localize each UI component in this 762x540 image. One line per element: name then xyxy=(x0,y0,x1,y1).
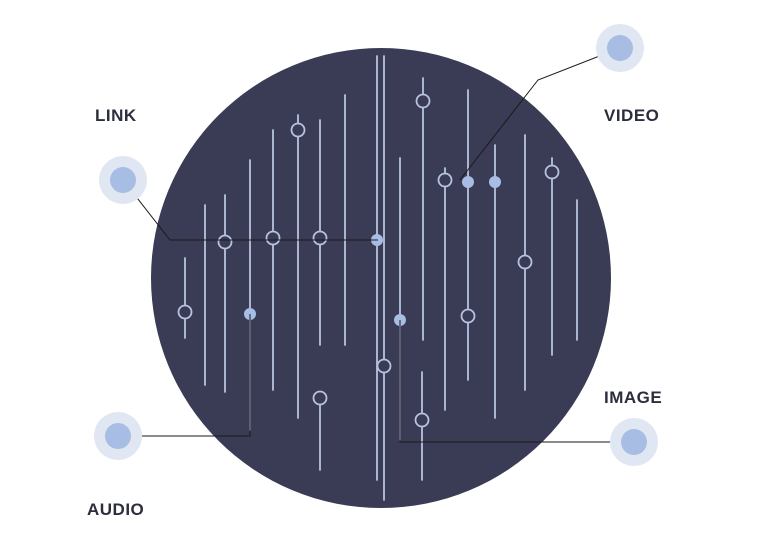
label-link: LINK xyxy=(95,106,137,126)
node-image-dot-inner xyxy=(621,429,647,455)
label-video: VIDEO xyxy=(604,106,659,126)
label-image: IMAGE xyxy=(604,388,662,408)
main-circle xyxy=(151,48,611,508)
node-audio-dot-inner xyxy=(105,423,131,449)
node-video-dot-inner xyxy=(607,35,633,61)
node-link-dot-inner xyxy=(110,167,136,193)
label-audio: AUDIO xyxy=(87,500,144,520)
